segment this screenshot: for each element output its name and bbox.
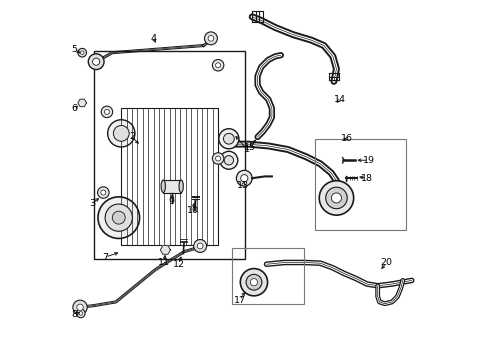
Text: 5: 5 [72, 45, 77, 54]
Circle shape [212, 59, 224, 71]
Circle shape [88, 54, 104, 69]
Circle shape [101, 106, 113, 118]
Text: 7: 7 [102, 253, 108, 262]
Text: 14: 14 [334, 95, 346, 104]
Text: 4: 4 [150, 34, 156, 43]
Circle shape [219, 129, 239, 149]
Circle shape [98, 187, 109, 198]
Polygon shape [78, 99, 87, 107]
Circle shape [78, 48, 87, 57]
Circle shape [236, 170, 252, 186]
Circle shape [216, 63, 220, 68]
Text: 17: 17 [234, 296, 245, 305]
Circle shape [223, 134, 234, 144]
Circle shape [241, 175, 248, 182]
Circle shape [331, 193, 342, 203]
Circle shape [112, 211, 125, 224]
Text: 8: 8 [72, 310, 77, 319]
Circle shape [212, 153, 224, 164]
Circle shape [104, 109, 109, 114]
Text: 13: 13 [237, 181, 249, 190]
Text: 15: 15 [245, 143, 256, 152]
Bar [95, 51, 245, 259]
Circle shape [105, 204, 132, 231]
Circle shape [246, 274, 262, 290]
Text: 11: 11 [158, 258, 171, 267]
Circle shape [79, 312, 82, 315]
Circle shape [240, 269, 268, 296]
Circle shape [98, 197, 140, 238]
Text: 1: 1 [244, 145, 250, 154]
Circle shape [197, 243, 203, 249]
Bar [232, 248, 304, 304]
Circle shape [204, 32, 218, 45]
Text: 12: 12 [172, 260, 185, 269]
Ellipse shape [179, 180, 183, 193]
Circle shape [250, 279, 258, 286]
Text: 9: 9 [169, 197, 174, 206]
Circle shape [80, 51, 84, 54]
Text: 10: 10 [187, 206, 199, 215]
Circle shape [76, 309, 85, 318]
Text: 6: 6 [72, 104, 77, 113]
Circle shape [216, 156, 220, 161]
Text: 16: 16 [341, 134, 353, 143]
Polygon shape [160, 246, 171, 254]
Circle shape [77, 304, 83, 311]
Text: 2: 2 [129, 132, 135, 141]
Circle shape [73, 300, 87, 315]
Circle shape [194, 239, 207, 252]
Circle shape [93, 58, 100, 65]
Text: 18: 18 [361, 174, 373, 183]
Circle shape [108, 120, 135, 147]
Circle shape [101, 190, 106, 195]
Circle shape [224, 156, 234, 165]
Bar [163, 180, 181, 193]
Circle shape [220, 151, 238, 169]
Text: 20: 20 [381, 258, 392, 267]
Ellipse shape [161, 180, 166, 193]
Circle shape [113, 126, 129, 141]
Circle shape [326, 187, 347, 209]
Text: 19: 19 [363, 156, 375, 165]
Circle shape [208, 36, 214, 41]
Text: 3: 3 [90, 199, 96, 208]
Bar [122, 108, 218, 244]
Bar [315, 139, 406, 230]
Circle shape [319, 181, 354, 215]
